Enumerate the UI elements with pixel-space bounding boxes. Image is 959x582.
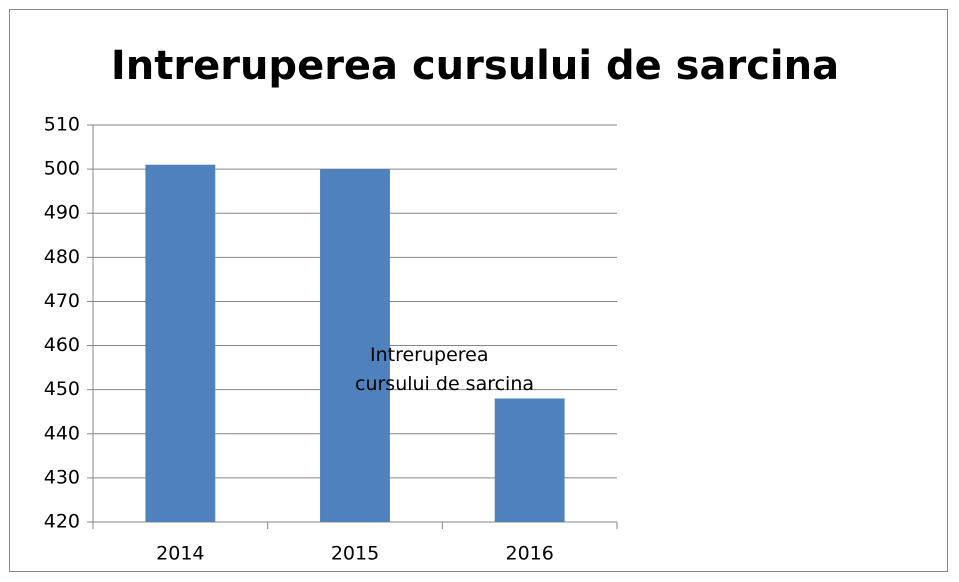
x-tick-label: 2015: [331, 543, 379, 565]
bar: [494, 398, 565, 522]
x-tick-label: 2014: [156, 543, 204, 565]
y-tick-label: 510: [44, 114, 80, 136]
legend: Intreruperea cursului de sarcina: [355, 341, 555, 399]
chart-title: Intreruperea cursului de sarcina: [111, 43, 839, 89]
bar: [145, 164, 216, 522]
legend-swatch: [355, 350, 366, 361]
y-tick-label: 500: [44, 158, 80, 180]
y-tick-label: 430: [44, 466, 80, 488]
legend-label: Intreruperea cursului de sarcina: [355, 344, 535, 395]
y-tick-label: 470: [44, 290, 80, 312]
y-tick-label: 480: [44, 246, 80, 268]
y-tick-label: 460: [44, 334, 80, 356]
y-tick-label: 490: [44, 202, 80, 224]
x-tick-label: 2016: [505, 543, 553, 565]
y-tick-label: 450: [44, 378, 80, 400]
bar: [320, 169, 390, 522]
y-tick-label: 420: [44, 511, 80, 533]
y-tick-label: 440: [44, 422, 80, 444]
